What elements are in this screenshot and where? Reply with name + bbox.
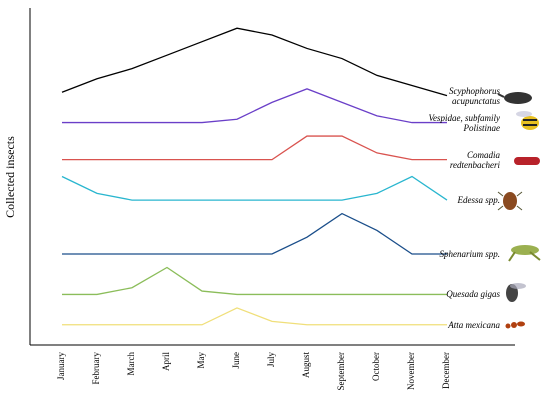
series-label: Atta mexicana [448,319,500,330]
x-tick-label: February [91,352,101,385]
series-label: Comadia redtenbacheri [449,149,500,170]
x-tick-label: May [196,352,206,369]
x-tick-label: October [371,352,381,381]
line [62,88,447,124]
series-label: Quesada gigas [446,289,500,300]
series-label: Vespidae, subfamily Polistinae [428,112,501,133]
line [62,307,447,326]
y-axis-label: Collected insects [3,136,17,218]
x-tick-label: September [336,352,346,391]
x-tick-label: June [231,352,241,369]
series-label: Sphenarium spp. [439,249,501,259]
x-tick-label: April [161,352,171,371]
line [62,266,447,296]
line [61,27,448,97]
x-tick-label: July [266,352,276,368]
x-tick-label: January [56,352,66,380]
x-tick-label: March [126,352,136,376]
series-label: Scyphophorus acupunctatus [449,85,500,106]
x-tick-label: December [441,352,451,389]
series-label: Edessa spp. [457,195,501,206]
line [62,212,447,255]
insect-icons [497,92,541,329]
line [62,135,447,161]
line [61,175,448,201]
x-tick-label: August [301,352,311,379]
x-tick-label: November [406,352,416,390]
